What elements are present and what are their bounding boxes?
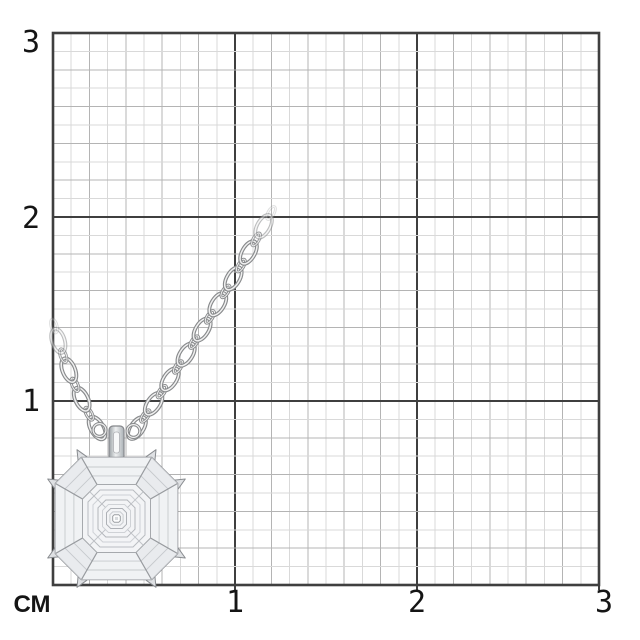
y-tick-label-2: 2 xyxy=(22,201,40,236)
pendant-bail xyxy=(91,422,142,461)
y-tick-label-1: 1 xyxy=(22,384,40,419)
x-tick-label-3: 3 xyxy=(595,585,613,620)
cable-chain xyxy=(49,205,277,442)
y-tick-label-3: 3 xyxy=(22,25,40,60)
unit-label-cm: СМ xyxy=(13,591,50,618)
x-tick-label-2: 2 xyxy=(408,585,426,620)
grid-border xyxy=(51,31,601,587)
necklace xyxy=(47,205,277,588)
axis-labels: 3 2 1 СМ 1 2 3 xyxy=(13,25,613,620)
x-tick-label-1: 1 xyxy=(226,585,244,620)
diamond-cluster-pendant xyxy=(47,449,186,588)
